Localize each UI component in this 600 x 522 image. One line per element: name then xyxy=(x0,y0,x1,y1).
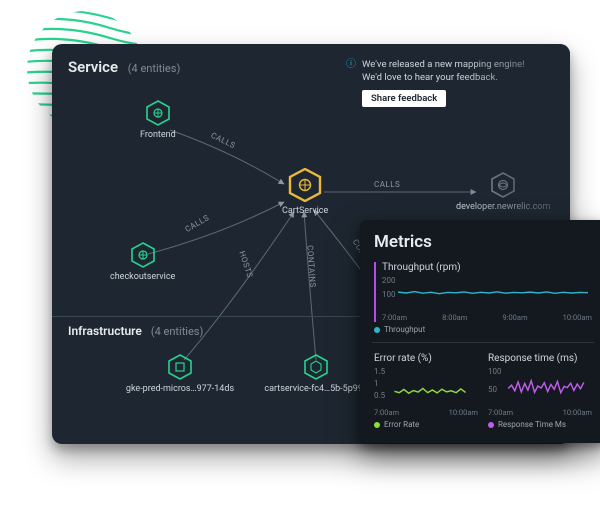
edge-label: CONTAINS xyxy=(305,245,317,288)
throughput-legend: Throughput xyxy=(374,325,592,334)
hex-icon xyxy=(288,168,322,202)
ytick: 50 xyxy=(488,384,497,395)
hex-icon xyxy=(303,354,329,380)
node-developer-newrelic[interactable]: developer.newrelic.com xyxy=(456,172,550,212)
metrics-title: Metrics xyxy=(374,232,592,252)
ytick: 1 xyxy=(374,378,379,389)
xtick: 8:00am xyxy=(442,313,467,322)
node-frontend[interactable]: Frontend xyxy=(140,100,176,140)
node-cartservice-pod[interactable]: cartservice-fc4…5b-5p99c xyxy=(256,354,376,394)
metrics-panel: Metrics Throughput (rpm) 200 100 7:00am … xyxy=(360,220,600,443)
xtick: 10:00am xyxy=(563,408,592,417)
node-label: cartservice-fc4…5b-5p99c xyxy=(264,384,367,394)
node-checkoutservice[interactable]: checkoutservice xyxy=(110,242,175,282)
ytick: 200 xyxy=(382,275,396,286)
edge-label: HOSTS xyxy=(237,250,254,279)
throughput-block: Throughput (rpm) 200 100 7:00am 8:00am 9… xyxy=(374,262,592,322)
node-label: developer.newrelic.com xyxy=(456,202,550,212)
edge-label: CALLS xyxy=(374,180,400,189)
node-label: gke-pred-micros…977-14ds xyxy=(126,384,234,394)
ytick: 100 xyxy=(382,289,396,300)
node-cartservice[interactable]: CartService xyxy=(282,168,328,216)
hex-icon xyxy=(145,100,171,126)
legend-label: Throughput xyxy=(384,325,425,334)
hex-icon xyxy=(490,172,516,198)
hex-icon xyxy=(130,242,156,268)
legend-dot xyxy=(374,327,380,333)
throughput-title: Throughput (rpm) xyxy=(382,262,592,273)
hex-icon xyxy=(167,354,193,380)
legend-dot xyxy=(374,422,380,428)
ytick: 1.5 xyxy=(374,366,385,377)
xtick: 7:00am xyxy=(374,408,399,417)
ytick: 0.5 xyxy=(374,390,385,401)
xtick: 9:00am xyxy=(502,313,527,322)
ytick: 100 xyxy=(488,366,502,377)
xtick: 10:00am xyxy=(449,408,478,417)
xtick: 7:00am xyxy=(488,408,513,417)
legend-label: Error Rate xyxy=(384,420,419,429)
edge-label: CALLS xyxy=(209,131,237,151)
error-sparkline xyxy=(390,366,470,406)
legend-label: Response Time Ms xyxy=(498,420,566,429)
error-rate-block: Error rate (%) 1.5 1 0.5 7:00am 10:00am … xyxy=(374,353,478,429)
node-label: checkoutservice xyxy=(110,272,175,282)
xtick: 7:00am xyxy=(382,313,407,322)
resp-sparkline xyxy=(504,366,588,406)
edge-label: CALLS xyxy=(184,213,211,234)
error-title: Error rate (%) xyxy=(374,353,478,364)
response-time-block: Response time (ms) 100 50 7:00am 10:00am… xyxy=(488,353,592,429)
resp-title: Response time (ms) xyxy=(488,353,592,364)
node-label: CartService xyxy=(282,206,328,216)
node-label: Frontend xyxy=(140,130,176,140)
legend-dot xyxy=(488,422,494,428)
throughput-sparkline xyxy=(398,275,588,311)
node-gke-host[interactable]: gke-pred-micros…977-14ds xyxy=(120,354,240,394)
xtick: 10:00am xyxy=(563,313,592,322)
